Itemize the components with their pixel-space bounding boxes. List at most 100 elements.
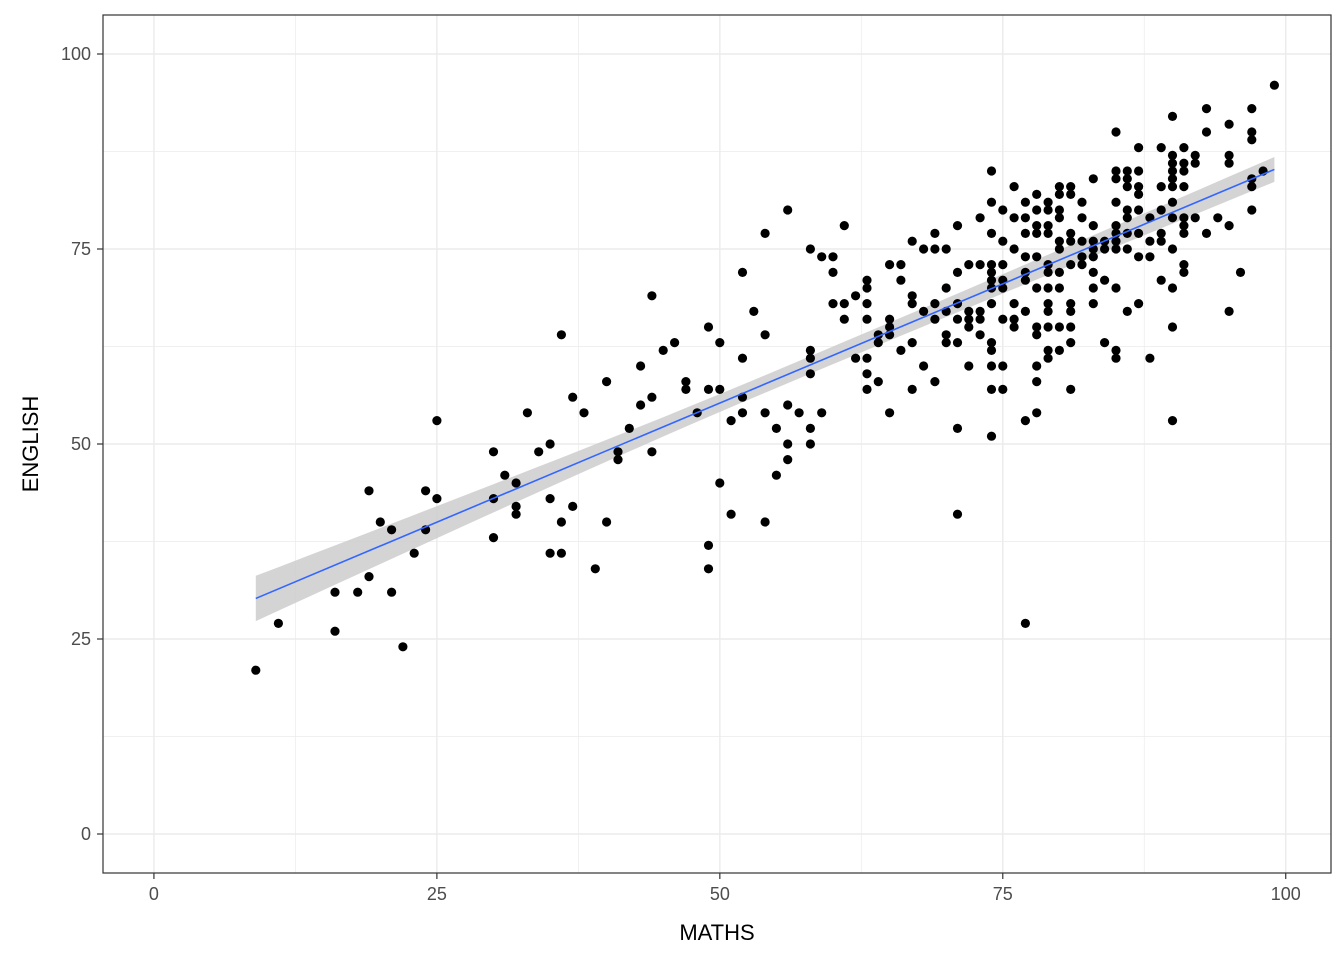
- data-point: [1088, 236, 1098, 246]
- data-point: [986, 197, 997, 207]
- data-point: [805, 439, 816, 449]
- data-point: [1032, 330, 1042, 340]
- data-point: [986, 228, 997, 238]
- data-point: [930, 314, 940, 324]
- data-point: [952, 314, 963, 324]
- data-point: [828, 267, 838, 277]
- data-point: [1066, 260, 1076, 270]
- data-point: [817, 252, 827, 262]
- data-point: [1020, 228, 1030, 238]
- data-point: [986, 431, 997, 441]
- data-point: [919, 244, 929, 254]
- data-point: [964, 314, 974, 324]
- data-point: [398, 642, 408, 652]
- data-point: [1111, 244, 1121, 254]
- data-point: [1032, 408, 1042, 418]
- data-point: [1190, 213, 1200, 223]
- data-point: [1167, 150, 1178, 160]
- data-point: [1043, 197, 1053, 207]
- data-point: [851, 353, 861, 363]
- data-point: [1066, 228, 1076, 238]
- data-point: [1122, 306, 1132, 316]
- data-point: [1043, 353, 1053, 363]
- data-point: [760, 408, 770, 418]
- data-point: [1134, 189, 1144, 199]
- data-point: [1077, 236, 1087, 246]
- data-point: [1032, 228, 1042, 238]
- data-point: [1156, 228, 1166, 238]
- data-point: [998, 283, 1008, 293]
- data-point: [1167, 111, 1178, 121]
- fit-line-layer: [255, 168, 1275, 600]
- data-point: [907, 384, 917, 394]
- data-point: [1122, 182, 1132, 192]
- data-point: [364, 486, 374, 496]
- data-point: [1066, 306, 1076, 316]
- data-point: [1145, 353, 1155, 363]
- data-point: [817, 408, 827, 418]
- data-point: [1054, 322, 1064, 332]
- data-point: [873, 377, 883, 387]
- data-point: [885, 322, 895, 332]
- data-point: [986, 361, 997, 371]
- data-point: [941, 244, 951, 254]
- data-point: [964, 361, 974, 371]
- data-point: [1054, 189, 1064, 199]
- data-point: [952, 267, 963, 277]
- data-point: [862, 384, 872, 394]
- data-point: [1032, 322, 1042, 332]
- data-point: [1111, 174, 1121, 184]
- data-point: [1100, 275, 1110, 285]
- data-point: [1224, 221, 1234, 231]
- data-point: [862, 369, 872, 379]
- data-point: [952, 423, 963, 433]
- data-point: [715, 338, 725, 348]
- y-tick-label: 25: [71, 629, 91, 649]
- data-point: [907, 338, 917, 348]
- data-point: [432, 416, 442, 426]
- data-point: [1054, 345, 1064, 355]
- data-point: [1066, 189, 1076, 199]
- data-point: [1111, 221, 1121, 231]
- data-point: [568, 501, 578, 511]
- data-point: [1111, 127, 1121, 137]
- x-tick-label: 50: [710, 884, 730, 904]
- data-point: [1156, 143, 1166, 153]
- data-point: [862, 314, 872, 324]
- data-point: [737, 408, 748, 418]
- data-point: [375, 517, 385, 527]
- data-point: [1032, 361, 1042, 371]
- data-point: [364, 572, 374, 582]
- data-point: [964, 260, 974, 270]
- data-point: [930, 377, 940, 387]
- data-point: [1066, 236, 1076, 246]
- x-tick-label: 100: [1271, 884, 1301, 904]
- data-point: [658, 345, 668, 355]
- data-point: [1122, 166, 1132, 176]
- data-point: [1134, 143, 1144, 153]
- data-point: [1020, 618, 1030, 629]
- data-point: [986, 275, 997, 285]
- data-point: [805, 369, 816, 379]
- data-point: [500, 470, 510, 480]
- data-point: [1111, 283, 1121, 293]
- y-tick-label: 75: [71, 239, 91, 259]
- data-point: [1247, 127, 1257, 137]
- data-point: [737, 267, 748, 277]
- data-point: [647, 447, 657, 457]
- data-point: [862, 283, 872, 293]
- data-point: [783, 400, 793, 410]
- data-point: [1145, 252, 1155, 262]
- data-point: [760, 330, 770, 340]
- data-point: [952, 509, 963, 519]
- data-point: [1235, 267, 1246, 277]
- data-point: [1009, 322, 1019, 332]
- data-point: [1134, 205, 1144, 215]
- data-point: [1201, 228, 1212, 238]
- data-point: [647, 392, 657, 402]
- data-point: [1179, 228, 1189, 238]
- data-point: [1122, 205, 1132, 215]
- data-point: [1179, 221, 1189, 231]
- data-point: [783, 455, 793, 465]
- data-point: [805, 353, 816, 363]
